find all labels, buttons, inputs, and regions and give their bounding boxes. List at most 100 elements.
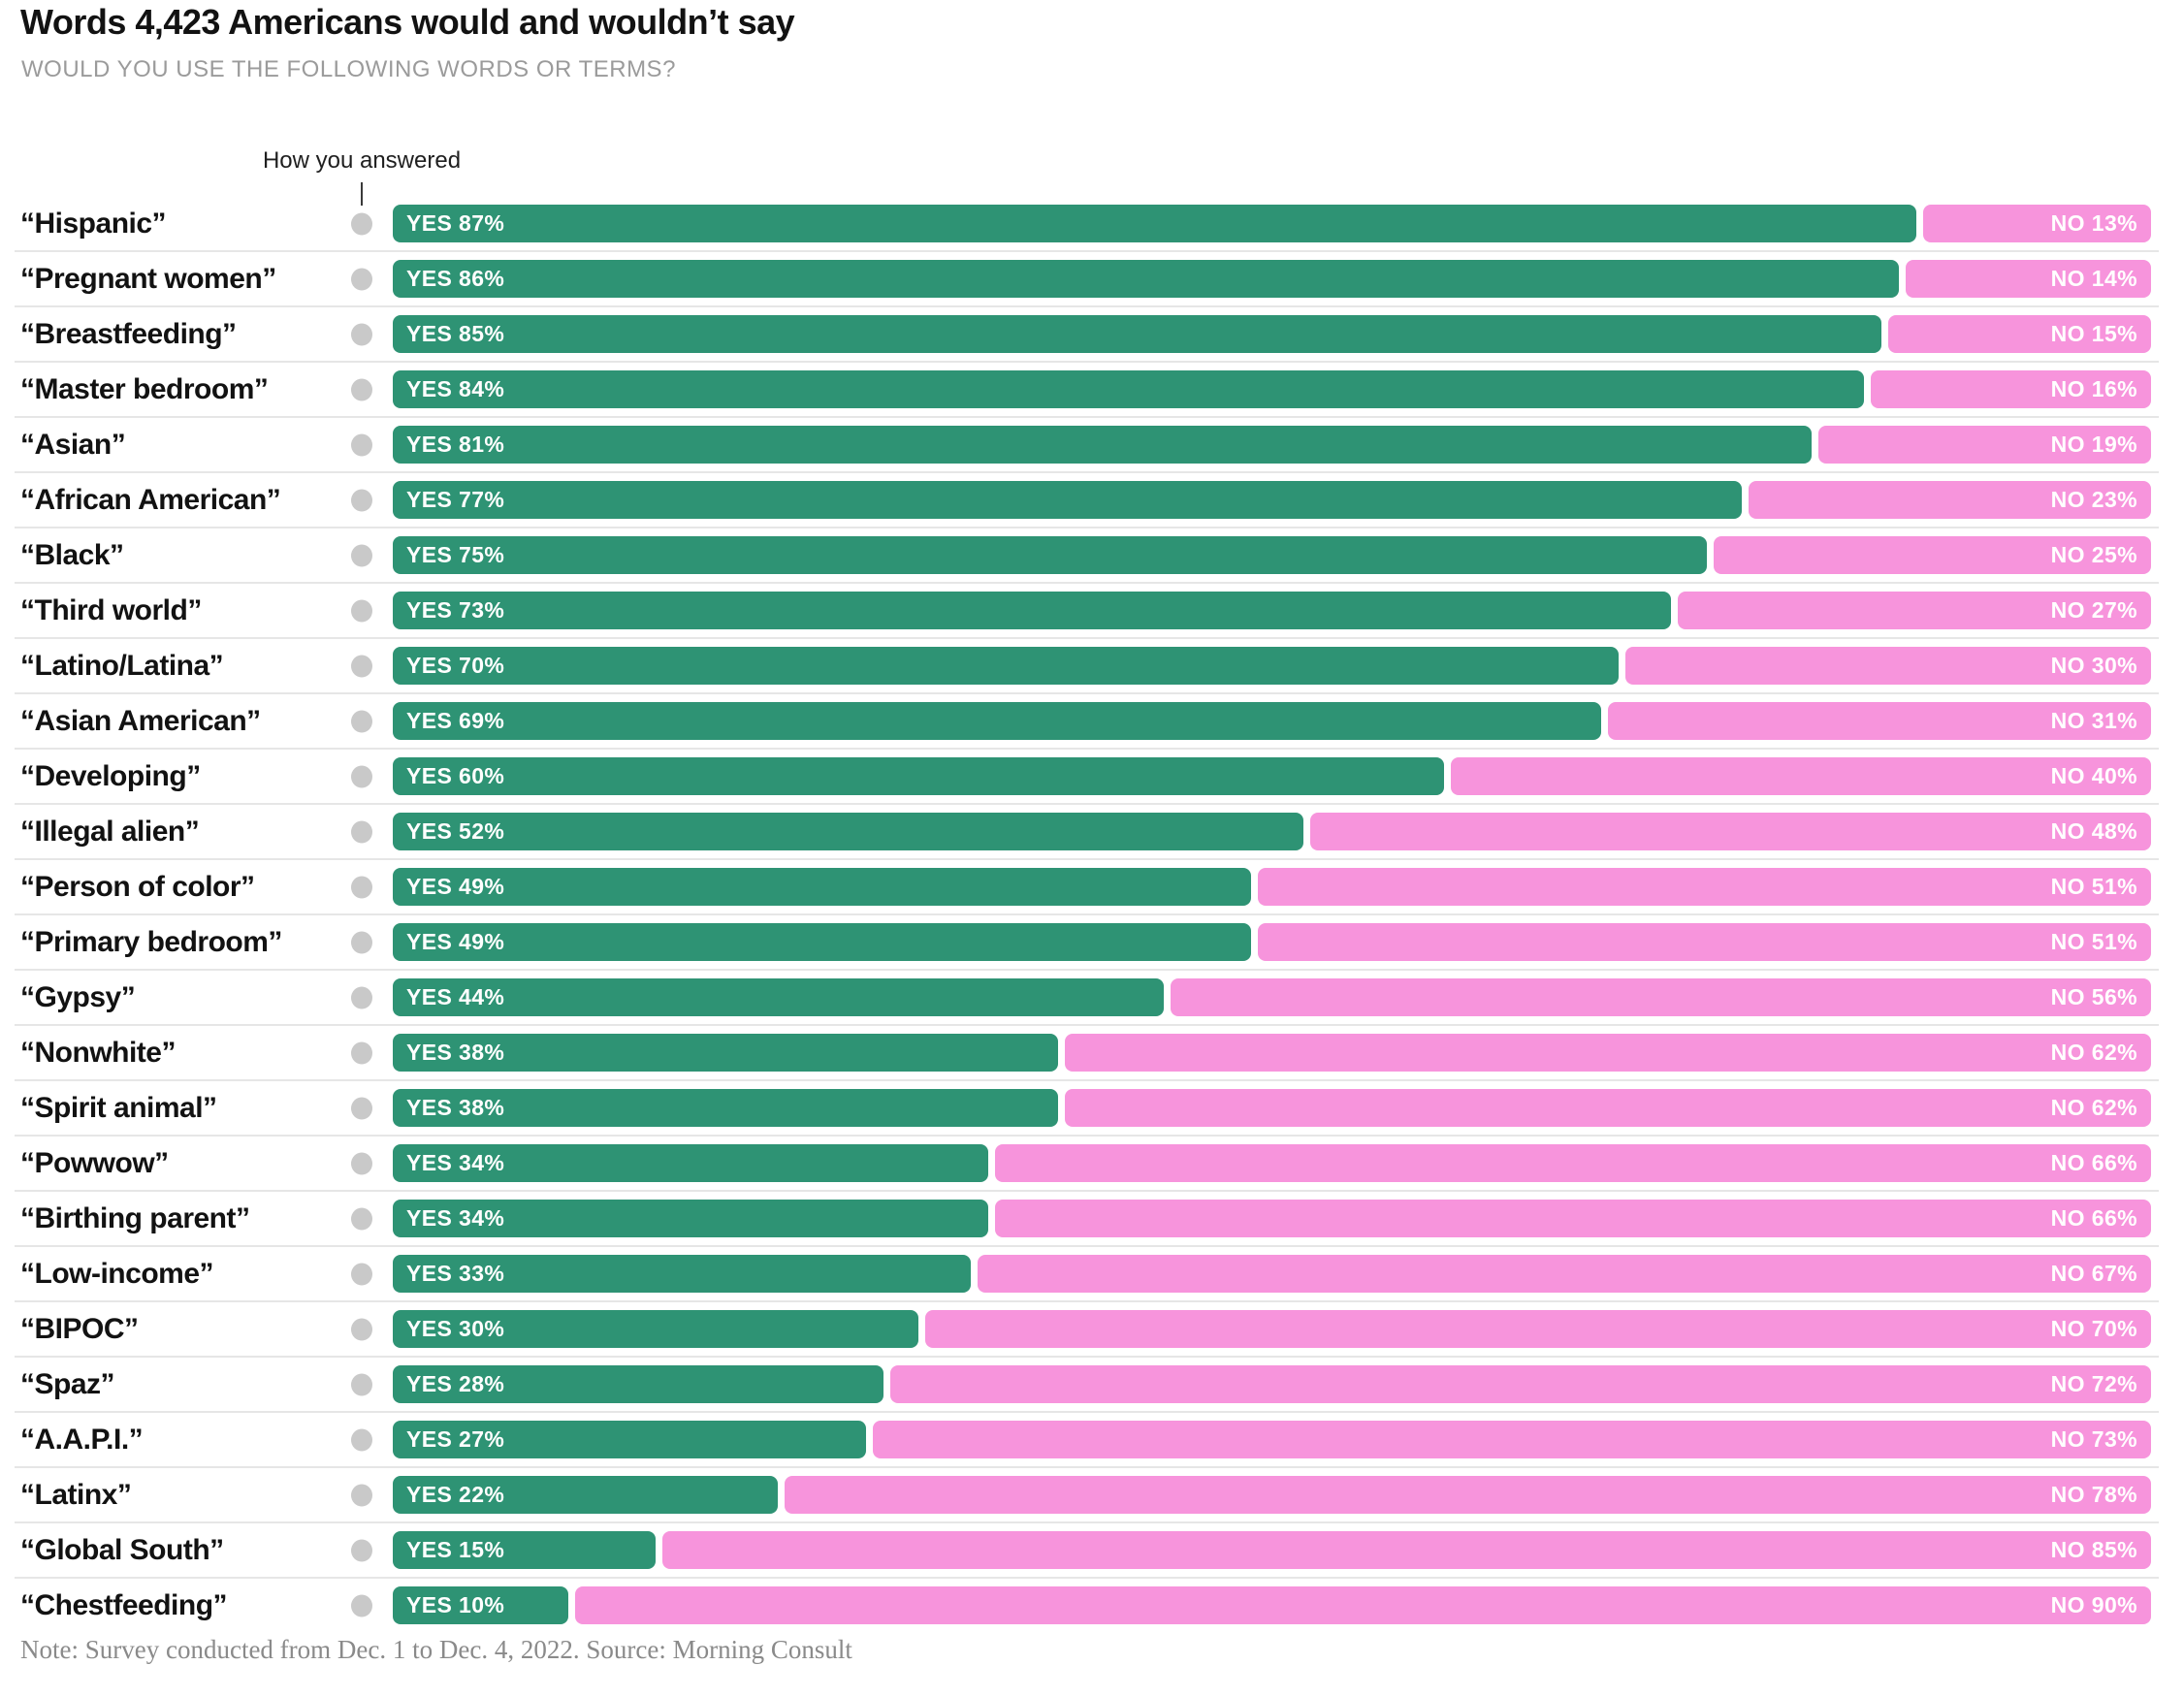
yes-bar-label: YES 15%: [406, 1537, 505, 1562]
answer-dot-icon: [351, 489, 372, 511]
word-row: “Illegal alien” YES 52% NO 48%: [0, 803, 2184, 859]
yes-bar: YES 73%: [393, 592, 1672, 629]
word-row: “Global South” YES 15% NO 85%: [0, 1521, 2184, 1578]
bar-track: YES 85% NO 15%: [393, 315, 2151, 353]
yes-bar-label: YES 69%: [406, 708, 505, 733]
yes-bar: YES 49%: [393, 868, 1251, 906]
answer-dot-icon: [351, 710, 372, 732]
term-label: “Pregnant women”: [20, 262, 276, 295]
no-bar: NO 25%: [1713, 536, 2151, 574]
word-row: “Low-income” YES 33% NO 67%: [0, 1245, 2184, 1301]
answer-dot-icon: [351, 212, 372, 235]
answer-dot-icon: [351, 323, 372, 345]
no-bar: NO 72%: [889, 1365, 2151, 1403]
no-bar: NO 51%: [1257, 868, 2151, 906]
yes-bar: YES 15%: [393, 1531, 656, 1569]
no-bar: NO 85%: [661, 1531, 2151, 1569]
yes-bar: YES 27%: [393, 1421, 866, 1458]
word-row: “Spaz” YES 28% NO 72%: [0, 1356, 2184, 1412]
no-bar-label: NO 16%: [2050, 376, 2137, 401]
bar-track: YES 73% NO 27%: [393, 592, 2151, 629]
bar-track: YES 33% NO 67%: [393, 1255, 2151, 1293]
bar-track: YES 49% NO 51%: [393, 923, 2151, 961]
no-bar-label: NO 27%: [2050, 597, 2137, 623]
term-label: “African American”: [20, 483, 281, 516]
answer-dot-icon: [351, 1484, 372, 1506]
no-bar-label: NO 78%: [2050, 1482, 2137, 1507]
no-bar-label: NO 31%: [2050, 708, 2137, 733]
yes-bar-label: YES 33%: [406, 1261, 505, 1286]
yes-bar: YES 34%: [393, 1200, 989, 1237]
answer-dot-icon: [351, 1318, 372, 1340]
no-bar: NO 66%: [995, 1200, 2151, 1237]
answer-dot-icon: [351, 378, 372, 400]
bar-track: YES 15% NO 85%: [393, 1531, 2151, 1569]
word-row: “Master bedroom” YES 84% NO 16%: [0, 361, 2184, 417]
yes-bar: YES 84%: [393, 370, 1865, 408]
term-label: “Asian American”: [20, 704, 261, 737]
answer-dot-icon: [351, 1152, 372, 1174]
answer-dot-icon: [351, 1428, 372, 1451]
term-label: “A.A.P.I.”: [20, 1423, 144, 1456]
term-label: “Global South”: [20, 1533, 224, 1566]
bar-track: YES 81% NO 19%: [393, 426, 2151, 464]
word-row: “Asian American” YES 69% NO 31%: [0, 692, 2184, 749]
bar-track: YES 38% NO 62%: [393, 1034, 2151, 1072]
term-label: “Latino/Latina”: [20, 649, 224, 682]
yes-bar-label: YES 73%: [406, 597, 505, 623]
yes-bar-label: YES 84%: [406, 376, 505, 401]
no-bar: NO 90%: [574, 1586, 2151, 1624]
word-row: “Gypsy” YES 44% NO 56%: [0, 969, 2184, 1025]
term-label: “Asian”: [20, 428, 126, 461]
yes-bar-label: YES 70%: [406, 653, 505, 678]
no-bar-label: NO 30%: [2050, 653, 2137, 678]
yes-bar: YES 34%: [393, 1144, 989, 1182]
yes-bar-label: YES 38%: [406, 1095, 505, 1120]
yes-bar-label: YES 38%: [406, 1040, 505, 1065]
term-label: “Person of color”: [20, 870, 255, 903]
yes-bar: YES 49%: [393, 923, 1251, 961]
yes-bar: YES 44%: [393, 978, 1164, 1016]
no-bar: NO 19%: [1817, 426, 2151, 464]
yes-bar: YES 38%: [393, 1034, 1059, 1072]
word-row: “Primary bedroom” YES 49% NO 51%: [0, 913, 2184, 970]
no-bar-label: NO 19%: [2050, 432, 2137, 457]
annotation-tick-mark: [361, 182, 363, 206]
chart-question-subtitle: WOULD YOU USE THE FOLLOWING WORDS OR TER…: [21, 56, 676, 82]
yes-bar-label: YES 52%: [406, 818, 505, 844]
yes-bar: YES 60%: [393, 757, 1444, 795]
term-label: “Nonwhite”: [20, 1036, 177, 1069]
term-label: “Primary bedroom”: [20, 925, 282, 958]
bar-track: YES 77% NO 23%: [393, 481, 2151, 519]
word-row: “Chestfeeding” YES 10% NO 90%: [0, 1577, 2184, 1633]
term-label: “Black”: [20, 538, 124, 571]
no-bar: NO 48%: [1310, 813, 2151, 850]
no-bar-label: NO 85%: [2050, 1537, 2137, 1562]
term-label: “Master bedroom”: [20, 372, 269, 405]
word-row: “A.A.P.I.” YES 27% NO 73%: [0, 1411, 2184, 1467]
term-label: “Low-income”: [20, 1257, 214, 1290]
bar-track: YES 52% NO 48%: [393, 813, 2151, 850]
yes-bar-label: YES 10%: [406, 1592, 505, 1617]
term-label: “BIPOC”: [20, 1312, 139, 1345]
answer-dot-icon: [351, 820, 372, 843]
word-row: “Black” YES 75% NO 25%: [0, 527, 2184, 583]
bar-track: YES 30% NO 70%: [393, 1310, 2151, 1348]
no-bar-label: NO 67%: [2050, 1261, 2137, 1286]
answer-dot-icon: [351, 1594, 372, 1617]
bar-track: YES 60% NO 40%: [393, 757, 2151, 795]
source-note: Note: Survey conducted from Dec. 1 to De…: [20, 1635, 852, 1664]
yes-bar-label: YES 77%: [406, 487, 505, 512]
bar-track: YES 28% NO 72%: [393, 1365, 2151, 1403]
term-label: “Third world”: [20, 593, 202, 626]
answer-dot-icon: [351, 1207, 372, 1230]
no-bar: NO 14%: [1906, 260, 2151, 298]
bar-track: YES 70% NO 30%: [393, 647, 2151, 685]
answer-dot-icon: [351, 1263, 372, 1285]
yes-bar: YES 33%: [393, 1255, 971, 1293]
word-row: “Asian” YES 81% NO 19%: [0, 416, 2184, 472]
answer-dot-icon: [351, 655, 372, 677]
bar-track: YES 49% NO 51%: [393, 868, 2151, 906]
bar-track: YES 75% NO 25%: [393, 536, 2151, 574]
